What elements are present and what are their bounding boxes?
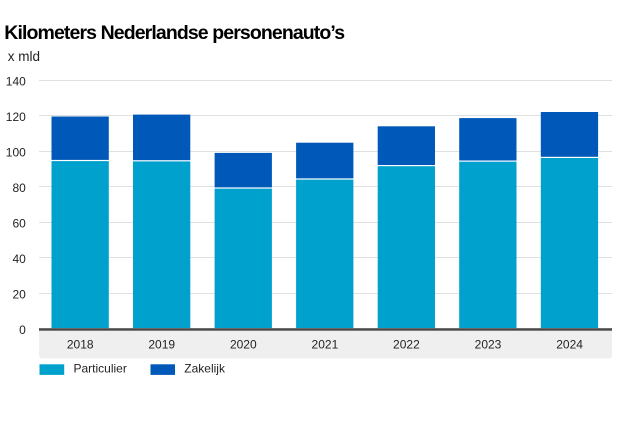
svg-text:120: 120 [6, 110, 26, 124]
svg-text:2023: 2023 [475, 338, 502, 352]
svg-text:Kilometers Nederlandse persone: Kilometers Nederlandse personenauto’s [4, 22, 345, 44]
svg-text:2020: 2020 [230, 338, 257, 352]
svg-text:Particulier: Particulier [74, 361, 127, 375]
svg-text:Zakelijk: Zakelijk [184, 361, 226, 375]
svg-text:x mld: x mld [8, 49, 40, 64]
svg-text:60: 60 [12, 216, 26, 230]
svg-text:80: 80 [12, 181, 26, 195]
svg-text:40: 40 [12, 252, 26, 266]
svg-text:2018: 2018 [67, 338, 94, 352]
svg-text:2022: 2022 [393, 338, 420, 352]
svg-text:20: 20 [12, 287, 26, 301]
svg-text:2024: 2024 [556, 338, 583, 352]
svg-text:0: 0 [19, 323, 26, 337]
svg-text:2019: 2019 [148, 338, 175, 352]
svg-text:140: 140 [6, 74, 26, 88]
svg-text:2021: 2021 [312, 338, 339, 352]
svg-text:100: 100 [6, 145, 26, 159]
